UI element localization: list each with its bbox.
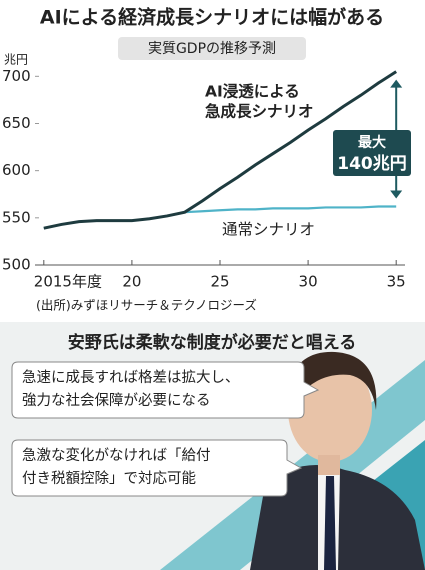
quotes: 急速に成長すれば格差は拡大し、強力な社会保障が必要になる急激な変化がなければ「給… [11,361,320,497]
x-tick-label: 20 [122,273,141,291]
x-tick-label: 35 [387,273,406,291]
x-tick-label: 25 [210,273,229,291]
annotation-box [333,130,411,176]
subtitle-box [118,37,306,60]
plot: 500 550 600 650 700 2015年度 20 25 30 35 通常シナリオ AI浸透に… [2,67,411,291]
quote-text: 付き税額控除」で対応可能 [22,470,196,487]
quote-text: 急激な変化がなければ「給付 [22,447,211,464]
series-label: AI浸透による [205,83,300,101]
chart-subtitle: 実質GDPの推移予測 [148,41,276,57]
section-title: 安野氏は柔軟な制度が必要だと唱える [68,332,357,353]
quote-text: 急速に成長すれば格差は拡大し、 [22,369,240,386]
y-tick-label: 550 [2,208,31,226]
source: (出所)みずほリサーチ＆テクノロジーズ [36,298,257,313]
chart-title: AIによる経済成長シナリオには幅がある [40,6,384,29]
y-unit: 兆円 [4,53,28,67]
x-tick-label: 2015年度 [34,273,102,291]
series-label: 通常シナリオ [222,221,315,239]
y-tick-label: 500 [2,256,31,274]
speech-bubble [11,439,303,497]
arrow-head [390,190,403,199]
y-tick-label: 600 [2,161,31,179]
y-tick-label: 650 [2,114,31,132]
quote-text: 強力な社会保障が必要になる [22,391,211,409]
series-label: 急成長シナリオ [205,102,314,121]
x-tick-label: 30 [299,273,318,291]
annotation: 最大 [358,134,386,151]
y-tick-label: 700 [2,67,31,85]
line-series [43,70,398,230]
speech-bubble [11,361,320,419]
arrow-head [390,79,403,88]
annotation: 140兆円 [337,154,407,174]
person-illustration [250,351,425,570]
